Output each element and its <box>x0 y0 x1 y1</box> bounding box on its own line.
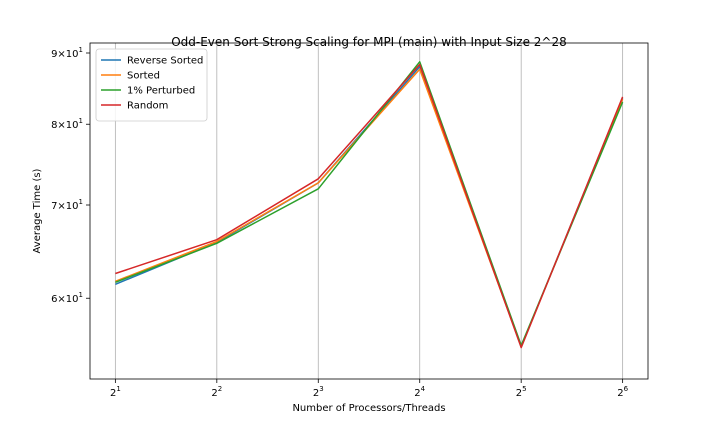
x-tick-label: 21 <box>110 385 121 399</box>
legend-label: Reverse Sorted <box>127 56 203 67</box>
y-axis-label: Average Time (s) <box>32 168 43 253</box>
legend-label: Sorted <box>127 71 160 82</box>
legend: Reverse Sorted Sorted 1% Perturbed Random <box>95 48 208 122</box>
y-tick-label: 7×101 <box>51 198 83 212</box>
x-tick-label: 23 <box>313 385 324 399</box>
x-tick-label: 22 <box>211 385 222 399</box>
y-tick-label: 8×101 <box>51 117 83 131</box>
legend-box <box>95 48 208 122</box>
x-tick-label: 25 <box>516 385 527 399</box>
chart-title: Odd-Even Sort Strong Scaling for MPI (ma… <box>171 35 567 49</box>
series-lines <box>115 61 624 349</box>
series-line-3 <box>115 63 624 349</box>
y-axis-ticks: 6×101 7×101 8×101 9×101 <box>51 46 90 305</box>
plot-frame <box>89 42 649 380</box>
legend-label: 1% Perturbed <box>127 86 195 97</box>
legend-label: Random <box>127 101 168 112</box>
x-tick-label: 24 <box>414 385 425 399</box>
y-tick-label: 6×101 <box>51 291 83 305</box>
x-axis-label: Number of Processors/Threads <box>292 403 445 414</box>
y-tick-label: 9×101 <box>51 46 83 60</box>
x-tick-label: 26 <box>617 385 628 399</box>
x-axis-ticks: 21 22 23 24 25 26 <box>110 379 629 399</box>
